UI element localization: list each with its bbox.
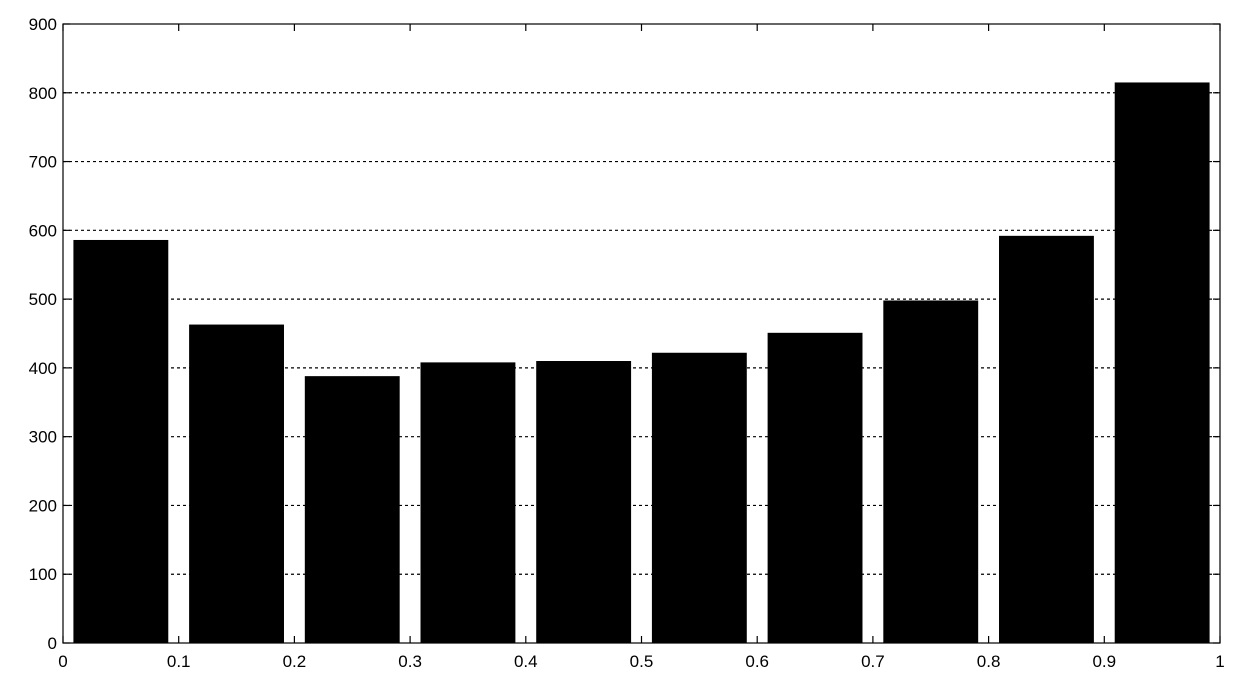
bar-8 (883, 300, 979, 643)
y-tick-labels: 0 100 200 300 400 500 600 700 800 900 (29, 15, 57, 653)
y-tick-label: 100 (29, 565, 57, 584)
x-tick-label: 0.9 (1092, 652, 1116, 671)
y-tick-label: 300 (29, 428, 57, 447)
x-tick-label: 0.8 (977, 652, 1001, 671)
y-tick-label: 0 (48, 634, 57, 653)
y-tick-label: 900 (29, 15, 57, 34)
x-tick-label: 0.6 (745, 652, 769, 671)
x-tick-label: 0.1 (167, 652, 191, 671)
y-tick-label: 700 (29, 153, 57, 172)
x-tick-label: 0.4 (514, 652, 538, 671)
bar-10 (1114, 82, 1210, 643)
bar-2 (189, 324, 284, 643)
y-tick-label: 600 (29, 221, 57, 240)
y-tick-label: 800 (29, 84, 57, 103)
x-tick-label: 1 (1215, 652, 1224, 671)
x-tick-label: 0.7 (861, 652, 885, 671)
y-tick-label: 200 (29, 496, 57, 515)
bar-4 (420, 362, 516, 643)
bar-6 (651, 352, 747, 643)
x-tick-label: 0.5 (630, 652, 654, 671)
y-tick-label: 500 (29, 290, 57, 309)
y-tick-label: 400 (29, 359, 57, 378)
x-tick-label: 0 (58, 652, 67, 671)
x-tick-label: 0.3 (398, 652, 422, 671)
x-tick-labels: 0 0.1 0.2 0.3 0.4 0.5 0.6 0.7 0.8 0.9 1 (58, 652, 1224, 671)
bar-7 (767, 332, 863, 643)
axes-frame (62, 23, 1221, 644)
bar-5 (536, 361, 632, 643)
x-tick-label: 0.2 (283, 652, 307, 671)
bar-9 (999, 235, 1094, 643)
bar-3 (304, 376, 400, 643)
bar-1 (73, 239, 169, 643)
bars (73, 82, 1210, 643)
